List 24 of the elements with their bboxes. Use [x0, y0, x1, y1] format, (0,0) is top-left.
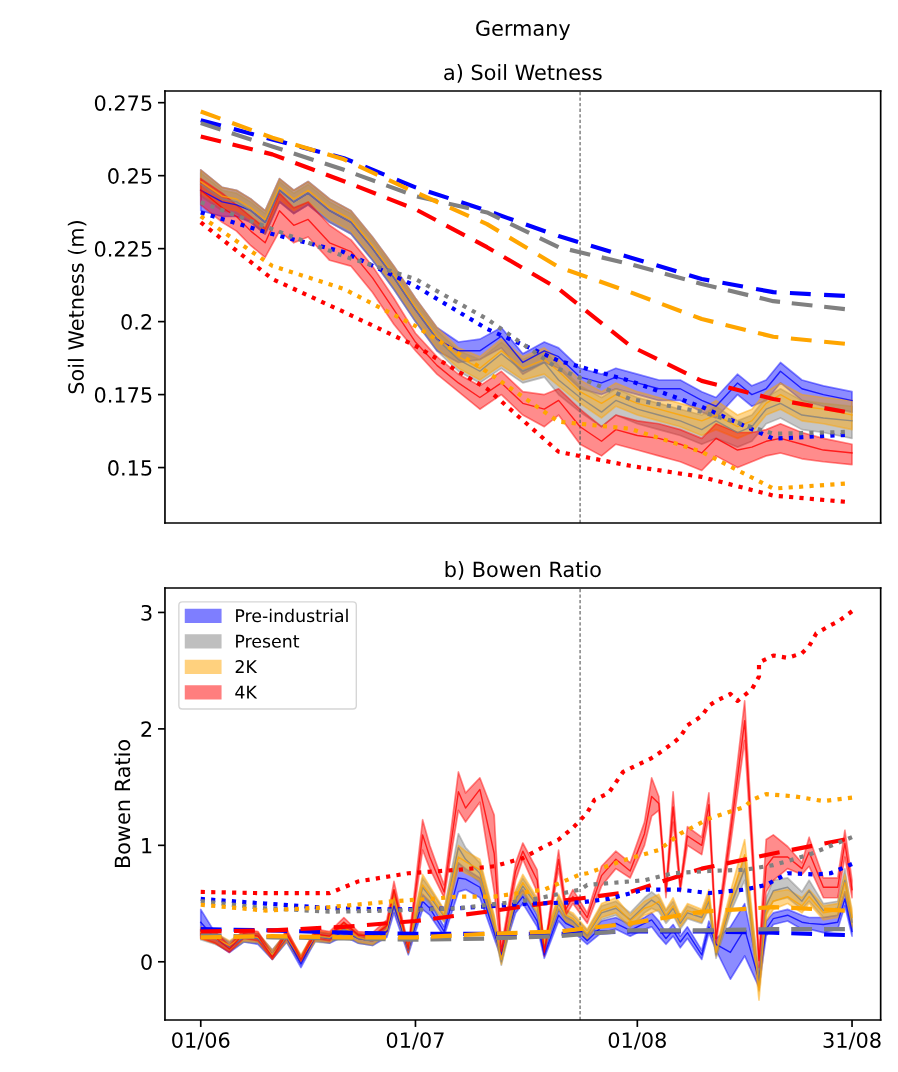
x-tick-label: 01/06: [172, 1032, 230, 1050]
y-tick-label: 0.225: [94, 241, 152, 257]
y-tick-label: 0.15: [108, 460, 152, 476]
y-tick-label: 0.25: [108, 168, 152, 184]
x-tick-label: 01/07: [386, 1032, 444, 1050]
chart-title: Germany: [476, 20, 571, 41]
legend-label: 4K: [235, 685, 258, 699]
y-tick-label: 0.275: [94, 95, 152, 111]
legend-label: Present: [236, 634, 300, 648]
y-axis-title: Soil Wetness (m): [67, 221, 87, 394]
y-tick-label: 0.2: [121, 314, 152, 330]
legend-label: Pre-industrial: [236, 608, 348, 623]
chart-subtitle: a) Soil Wetness: [444, 64, 602, 83]
y-tick-label: 1: [142, 838, 152, 854]
x-tick-label: 31/08: [823, 1032, 881, 1050]
x-tick-label: 01/08: [608, 1032, 666, 1050]
y-tick-label: 3: [141, 604, 152, 621]
line-series: [198, 109, 847, 346]
legend-label: 2K: [235, 660, 258, 673]
y-tick-label: 0: [141, 954, 152, 970]
y-axis-title: Bowen Ratio: [114, 740, 131, 868]
chart-title: b) Bowen Ratio: [445, 561, 601, 580]
y-tick-label: 0.175: [94, 387, 152, 403]
y-tick-label: 2: [141, 721, 152, 737]
